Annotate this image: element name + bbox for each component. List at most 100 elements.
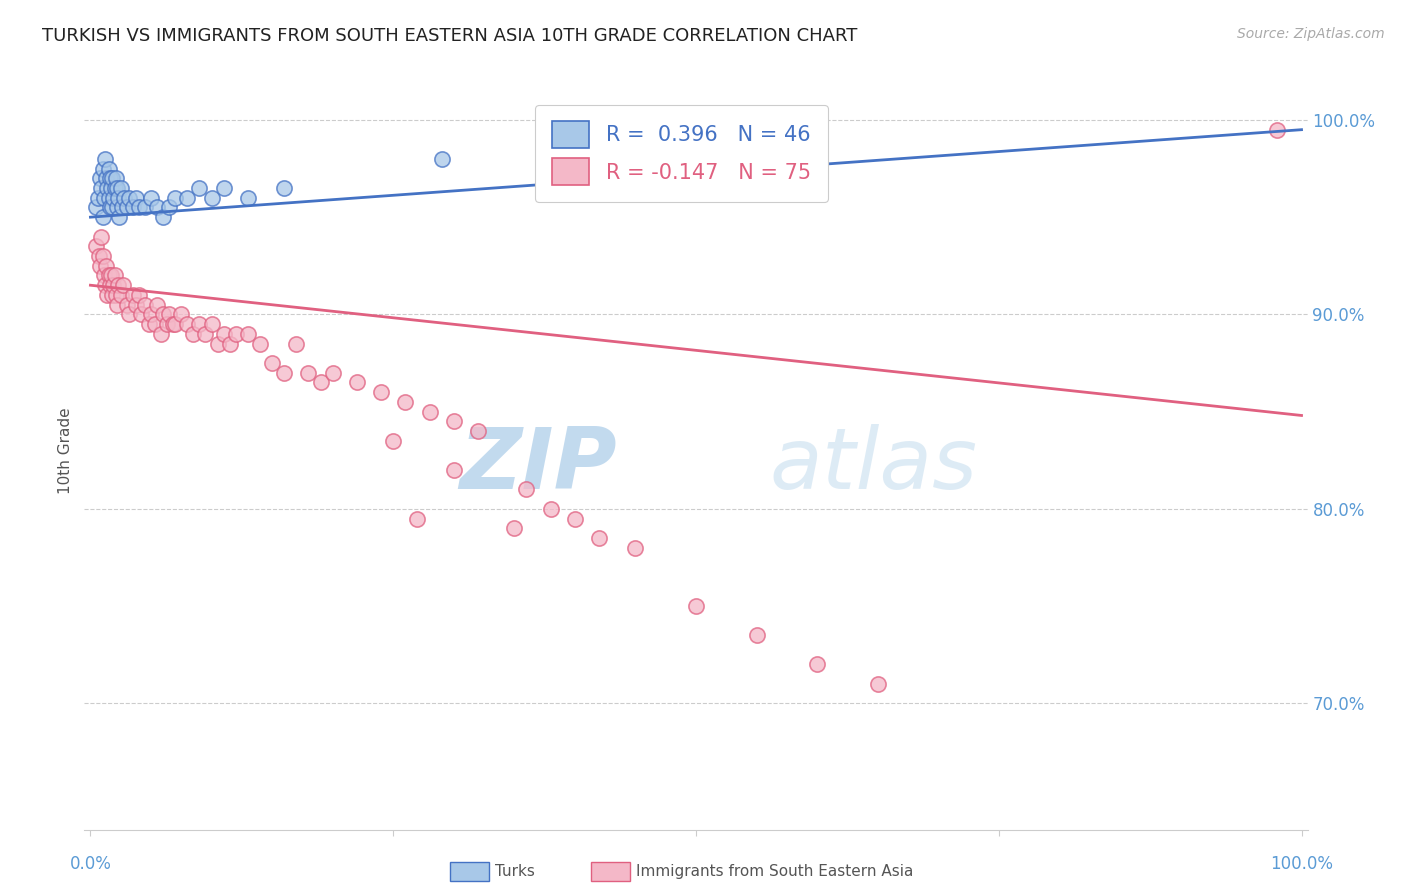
Point [212,326,235,341]
Point [346,376,368,390]
Point [86,201,108,215]
Point [129,307,152,321]
Point [406,511,429,525]
Point [104,181,127,195]
Point [103,278,125,293]
Point [176,191,198,205]
Point [162,317,184,331]
Point [225,326,247,341]
Point [149,326,172,341]
Point [87,249,110,263]
Point [96,259,118,273]
Point [96,171,118,186]
Point [121,201,143,215]
Point [467,424,489,438]
Point [128,201,150,215]
Point [624,541,647,555]
Point [86,239,108,253]
Point [100,181,122,195]
Point [86,191,108,205]
Point [107,191,129,205]
Point [100,268,122,283]
Point [89,259,111,273]
Point [105,181,128,195]
Text: Turks: Turks [495,864,534,879]
Point [540,501,562,516]
Point [1265,122,1288,136]
Point [273,366,295,380]
Point [115,298,138,312]
Point [443,463,465,477]
Point [156,317,179,331]
Text: 0.0%: 0.0% [69,855,111,872]
Point [93,191,115,205]
Point [262,356,284,370]
Point [108,210,131,224]
Point [97,268,120,283]
Point [96,181,118,195]
Point [118,307,141,321]
Point [115,201,138,215]
Point [89,171,111,186]
Point [93,268,115,283]
Point [236,326,259,341]
Point [443,414,465,428]
Point [382,434,405,448]
Point [322,366,344,380]
Point [98,201,121,215]
Point [207,336,229,351]
Point [200,191,222,205]
Point [273,181,295,195]
Point [249,336,271,351]
Point [503,521,526,535]
Point [143,317,166,331]
Point [685,599,707,613]
Point [97,191,120,205]
Point [101,288,124,302]
Point [125,191,148,205]
Point [745,628,768,642]
Point [297,366,319,380]
Point [105,201,128,215]
Point [110,181,132,195]
Point [118,191,141,205]
Point [98,171,121,186]
Point [152,307,174,321]
Point [866,677,889,691]
Point [125,298,148,312]
Point [418,404,440,418]
Y-axis label: 10th Grade: 10th Grade [58,407,73,494]
Point [90,181,112,195]
Point [188,317,211,331]
Point [146,201,169,215]
Point [112,191,135,205]
Point [98,278,121,293]
Text: atlas: atlas [769,424,977,508]
Point [165,191,187,205]
Point [110,288,132,302]
Point [394,395,416,409]
Point [104,288,127,302]
Text: Immigrants from South Eastern Asia: Immigrants from South Eastern Asia [636,864,912,879]
Point [94,152,117,166]
Point [138,317,160,331]
Point [121,288,143,302]
Point [139,191,162,205]
Point [152,210,174,224]
Point [105,298,128,312]
Point [430,152,453,166]
Point [157,307,180,321]
Point [94,278,117,293]
Point [170,307,193,321]
Point [575,122,598,136]
Point [309,376,332,390]
Point [176,317,198,331]
Point [104,171,127,186]
Point [194,326,217,341]
Point [165,317,187,331]
Point [90,229,112,244]
Text: TURKISH VS IMMIGRANTS FROM SOUTH EASTERN ASIA 10TH GRADE CORRELATION CHART: TURKISH VS IMMIGRANTS FROM SOUTH EASTERN… [42,27,858,45]
Point [97,161,120,176]
Point [146,298,169,312]
Text: 100.0%: 100.0% [1270,855,1333,872]
